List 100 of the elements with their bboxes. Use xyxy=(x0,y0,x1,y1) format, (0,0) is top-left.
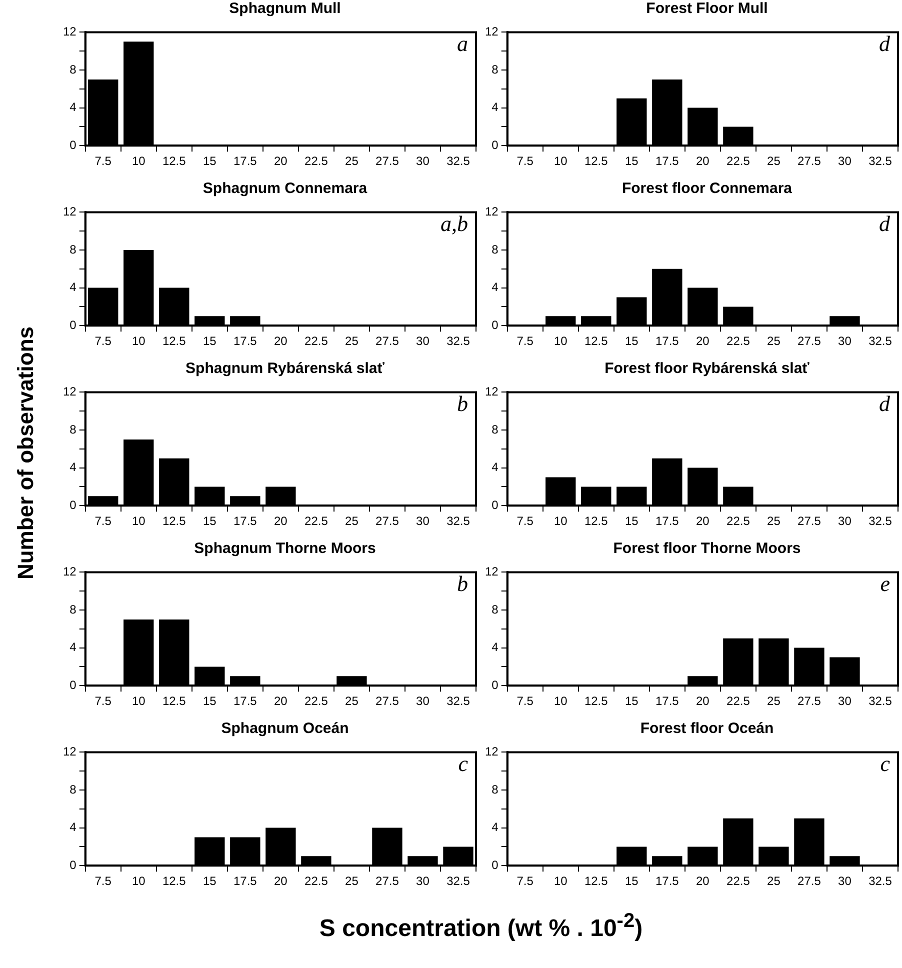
x-tick-label: 25 xyxy=(345,334,359,348)
x-tick-label: 20 xyxy=(696,694,710,708)
y-tick-label: 8 xyxy=(492,422,499,436)
x-tick-label: 32.5 xyxy=(446,334,470,348)
x-tick-label: 7.5 xyxy=(516,154,534,168)
x-tick-label: 10 xyxy=(132,334,146,348)
annotation: d xyxy=(879,210,891,236)
x-tick-label: 20 xyxy=(696,874,710,888)
y-tick-label: 4 xyxy=(492,640,499,654)
x-tick-label: 32.5 xyxy=(446,874,470,888)
x-tick-label: 30 xyxy=(416,514,430,528)
x-tick-label: 32.5 xyxy=(868,694,892,708)
x-tick-label: 20 xyxy=(274,334,288,348)
x-tick-label: 7.5 xyxy=(516,874,534,888)
x-tick-label: 15 xyxy=(624,154,639,168)
x-tick-label: 7.5 xyxy=(516,694,534,708)
y-tick-label: 4 xyxy=(492,280,499,294)
x-tick-label: 22.5 xyxy=(726,154,750,168)
chart-title: Sphagnum Connemara xyxy=(202,180,368,197)
y-tick-label: 0 xyxy=(492,858,499,872)
x-tick-label: 27.5 xyxy=(376,694,400,708)
y-tick-label: 8 xyxy=(70,602,77,616)
x-tick-label: 22.5 xyxy=(304,154,328,168)
x-tick-label: 27.5 xyxy=(376,874,400,888)
x-tick-label: 25 xyxy=(767,694,781,708)
chart-title: Sphagnum Rybárenská slať xyxy=(184,360,386,377)
x-tick-label: 7.5 xyxy=(94,154,112,168)
y-tick-label: 12 xyxy=(62,204,77,219)
x-tick-label: 15 xyxy=(202,874,217,888)
x-tick-label: 20 xyxy=(274,874,288,888)
x-tick-label: 7.5 xyxy=(94,874,112,888)
x-tick-label: 30 xyxy=(416,154,430,168)
x-tick-label: 30 xyxy=(838,694,852,708)
x-tick-label: 22.5 xyxy=(304,874,328,888)
y-axis-title: Number of observations xyxy=(13,325,39,582)
y-tick-label: 4 xyxy=(70,640,77,654)
x-tick-label: 10 xyxy=(132,514,146,528)
x-tick-label: 10 xyxy=(554,694,568,708)
x-tick-label: 25 xyxy=(767,334,781,348)
annotation: d xyxy=(879,30,891,56)
x-tick-label: 17.5 xyxy=(233,514,258,528)
chart-title: Forest floor Rybárenská slať xyxy=(604,360,810,377)
y-tick-label: 0 xyxy=(492,138,499,152)
x-tick-label: 17.5 xyxy=(655,694,680,708)
x-tick-label: 12.5 xyxy=(162,874,186,888)
x-tick-label: 22.5 xyxy=(304,334,328,348)
x-tick-label: 30 xyxy=(838,154,852,168)
x-tick-label: 25 xyxy=(767,874,781,888)
x-tick-label: 17.5 xyxy=(655,874,680,888)
chart-title: Sphagnum Thorne Moors xyxy=(193,540,377,557)
chart-title: Forest Floor Mull xyxy=(645,0,769,17)
x-tick-label: 32.5 xyxy=(868,874,892,888)
x-tick-label: 27.5 xyxy=(376,154,400,168)
x-tick-label: 30 xyxy=(416,334,430,348)
x-tick-label: 20 xyxy=(274,514,288,528)
x-tick-label: 17.5 xyxy=(655,514,680,528)
annotation: c xyxy=(458,750,468,776)
x-tick-label: 22.5 xyxy=(726,514,750,528)
x-tick-label: 12.5 xyxy=(584,874,608,888)
x-tick-label: 15 xyxy=(202,334,217,348)
x-tick-label: 20 xyxy=(696,154,710,168)
x-tick-label: 10 xyxy=(554,874,568,888)
x-tick-label: 17.5 xyxy=(655,154,680,168)
x-tick-label: 12.5 xyxy=(162,514,186,528)
y-tick-label: 0 xyxy=(70,138,77,152)
x-tick-label: 12.5 xyxy=(584,154,608,168)
annotation: a xyxy=(457,30,468,56)
y-tick-label: 12 xyxy=(484,204,499,219)
y-tick-label: 12 xyxy=(62,744,77,759)
y-tick-label: 8 xyxy=(492,62,499,76)
x-tick-label: 15 xyxy=(624,334,639,348)
x-tick-label: 22.5 xyxy=(304,694,328,708)
x-tick-label: 15 xyxy=(624,694,639,708)
y-tick-label: 0 xyxy=(492,498,499,512)
x-tick-label: 25 xyxy=(345,154,359,168)
x-tick-label: 10 xyxy=(132,154,146,168)
y-tick-label: 4 xyxy=(70,820,77,834)
x-tick-label: 22.5 xyxy=(726,874,750,888)
x-tick-label: 15 xyxy=(202,154,217,168)
y-tick-label: 4 xyxy=(492,460,499,474)
x-tick-label: 25 xyxy=(767,154,781,168)
x-tick-label: 27.5 xyxy=(798,154,822,168)
x-tick-label: 12.5 xyxy=(584,514,608,528)
x-tick-label: 7.5 xyxy=(94,694,112,708)
x-tick-label: 25 xyxy=(345,514,359,528)
x-tick-label: 32.5 xyxy=(446,694,470,708)
y-tick-label: 0 xyxy=(70,498,77,512)
y-tick-label: 8 xyxy=(492,782,499,796)
x-tick-label: 30 xyxy=(838,874,852,888)
y-tick-label: 0 xyxy=(492,678,499,692)
y-tick-label: 12 xyxy=(484,564,499,579)
x-tick-label: 32.5 xyxy=(868,154,892,168)
x-axis-title: S concentration (wt % . 10$^{-2}$) xyxy=(318,910,644,943)
y-tick-label: 8 xyxy=(492,242,499,256)
x-tick-label: 7.5 xyxy=(516,334,534,348)
y-tick-label: 0 xyxy=(70,318,77,332)
x-tick-label: 32.5 xyxy=(868,514,892,528)
x-tick-label: 27.5 xyxy=(376,514,400,528)
x-tick-label: 10 xyxy=(554,334,568,348)
x-tick-label: 25 xyxy=(767,514,781,528)
